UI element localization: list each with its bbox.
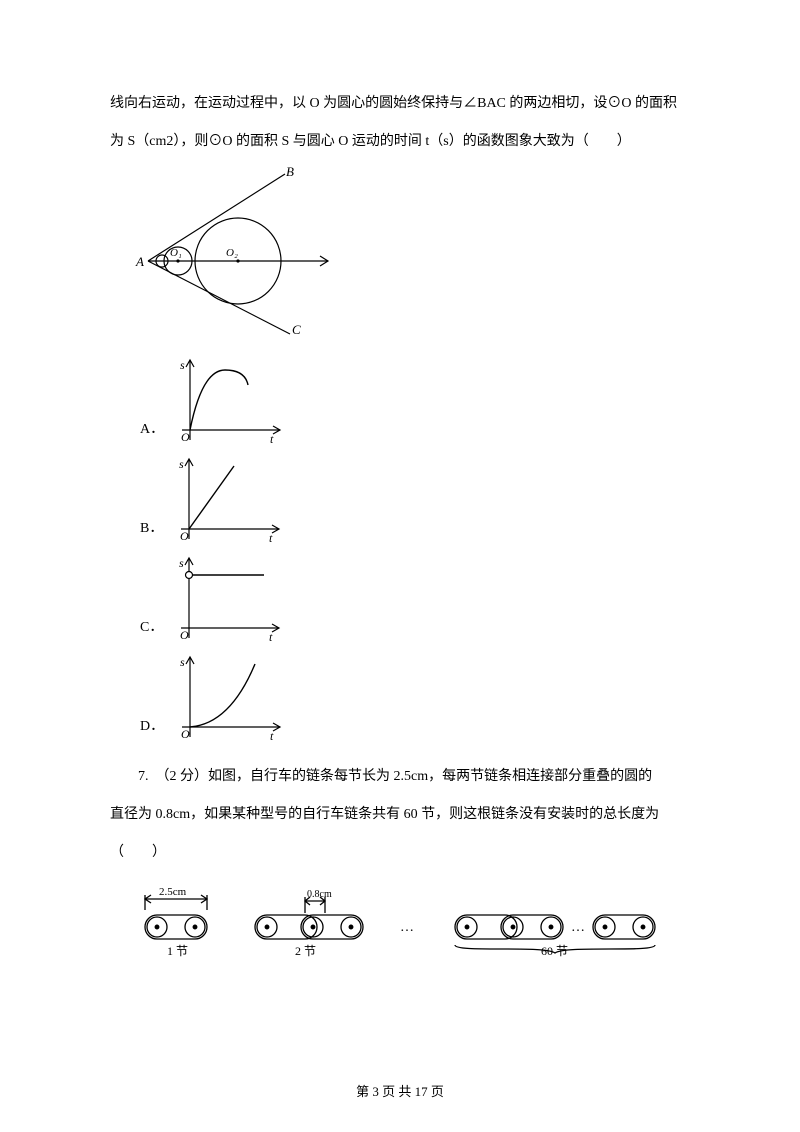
chain-len-label: 2.5cm [159, 887, 187, 898]
chain-dia-label: 0.8cm [307, 889, 332, 900]
chain-label-2: 2 节 [295, 944, 316, 957]
axis-y-label: s [179, 457, 184, 471]
option-B-letter: B． [140, 515, 163, 549]
question7-line3: （ ） [110, 839, 690, 867]
question6-line2: 为 S（cm2），则⊙O 的面积 S 与圆心 O 运动的时间 t（s）的函数图象… [110, 128, 690, 156]
label-O2: O₂ [226, 247, 238, 259]
chain-diagram: 2.5cm 0.8cm … … 1 节 2 节 60 节 [120, 887, 690, 957]
axis-y-label: s [180, 358, 185, 372]
chain-dots-1: … [400, 920, 414, 935]
option-C-row: C． s t O [140, 553, 690, 648]
question6-line1: 线向右运动，在运动过程中，以 O 为圆心的圆始终保持与∠BAC 的两边相切，设⊙… [110, 90, 690, 118]
chain-label-1: 1 节 [167, 944, 188, 957]
chain-svg: 2.5cm 0.8cm … … 1 节 2 节 60 节 [135, 887, 675, 957]
question7-line2: 直径为 0.8cm，如果某种型号的自行车链条共有 60 节，则这根链条没有安装时… [110, 801, 690, 829]
label-A: A [135, 254, 144, 269]
origin-label: O [181, 430, 190, 444]
axis-y-label: s [180, 655, 185, 669]
option-A-letter: A． [140, 416, 164, 450]
question7-line1: 7. （2 分）如图，自行车的链条每节长为 2.5cm，每两节链条相连接部分重叠… [110, 763, 690, 791]
option-D-row: D． s t O [140, 652, 690, 747]
option-C-graph: s t O [169, 553, 289, 648]
origin-label: O [181, 727, 190, 741]
axis-y-label: s [179, 556, 184, 570]
option-A-row: A． s t O [140, 355, 690, 450]
page-content: 线向右运动，在运动过程中，以 O 为圆心的圆始终保持与∠BAC 的两边相切，设⊙… [0, 0, 800, 997]
chain-dots-2: … [571, 920, 585, 935]
origin-label: O [180, 628, 189, 642]
option-D-letter: D． [140, 713, 164, 747]
page-footer: 第 3 页 共 17 页 [0, 1081, 800, 1100]
option-A-graph: s t O [170, 355, 290, 450]
option-C-letter: C． [140, 614, 163, 648]
option-B-row: B． s t O [140, 454, 690, 549]
label-C: C [292, 322, 301, 336]
label-B: B [286, 166, 294, 179]
option-B-graph: s t O [169, 454, 289, 549]
origin-label: O [180, 529, 189, 543]
angle-diagram-svg: A B C O₁ O₂ [130, 166, 340, 336]
chain-label-60: 60 节 [541, 944, 568, 957]
angle-circles-diagram: A B C O₁ O₂ [130, 166, 690, 347]
option-D-graph: s t O [170, 652, 290, 747]
label-O1: O₁ [170, 247, 182, 259]
